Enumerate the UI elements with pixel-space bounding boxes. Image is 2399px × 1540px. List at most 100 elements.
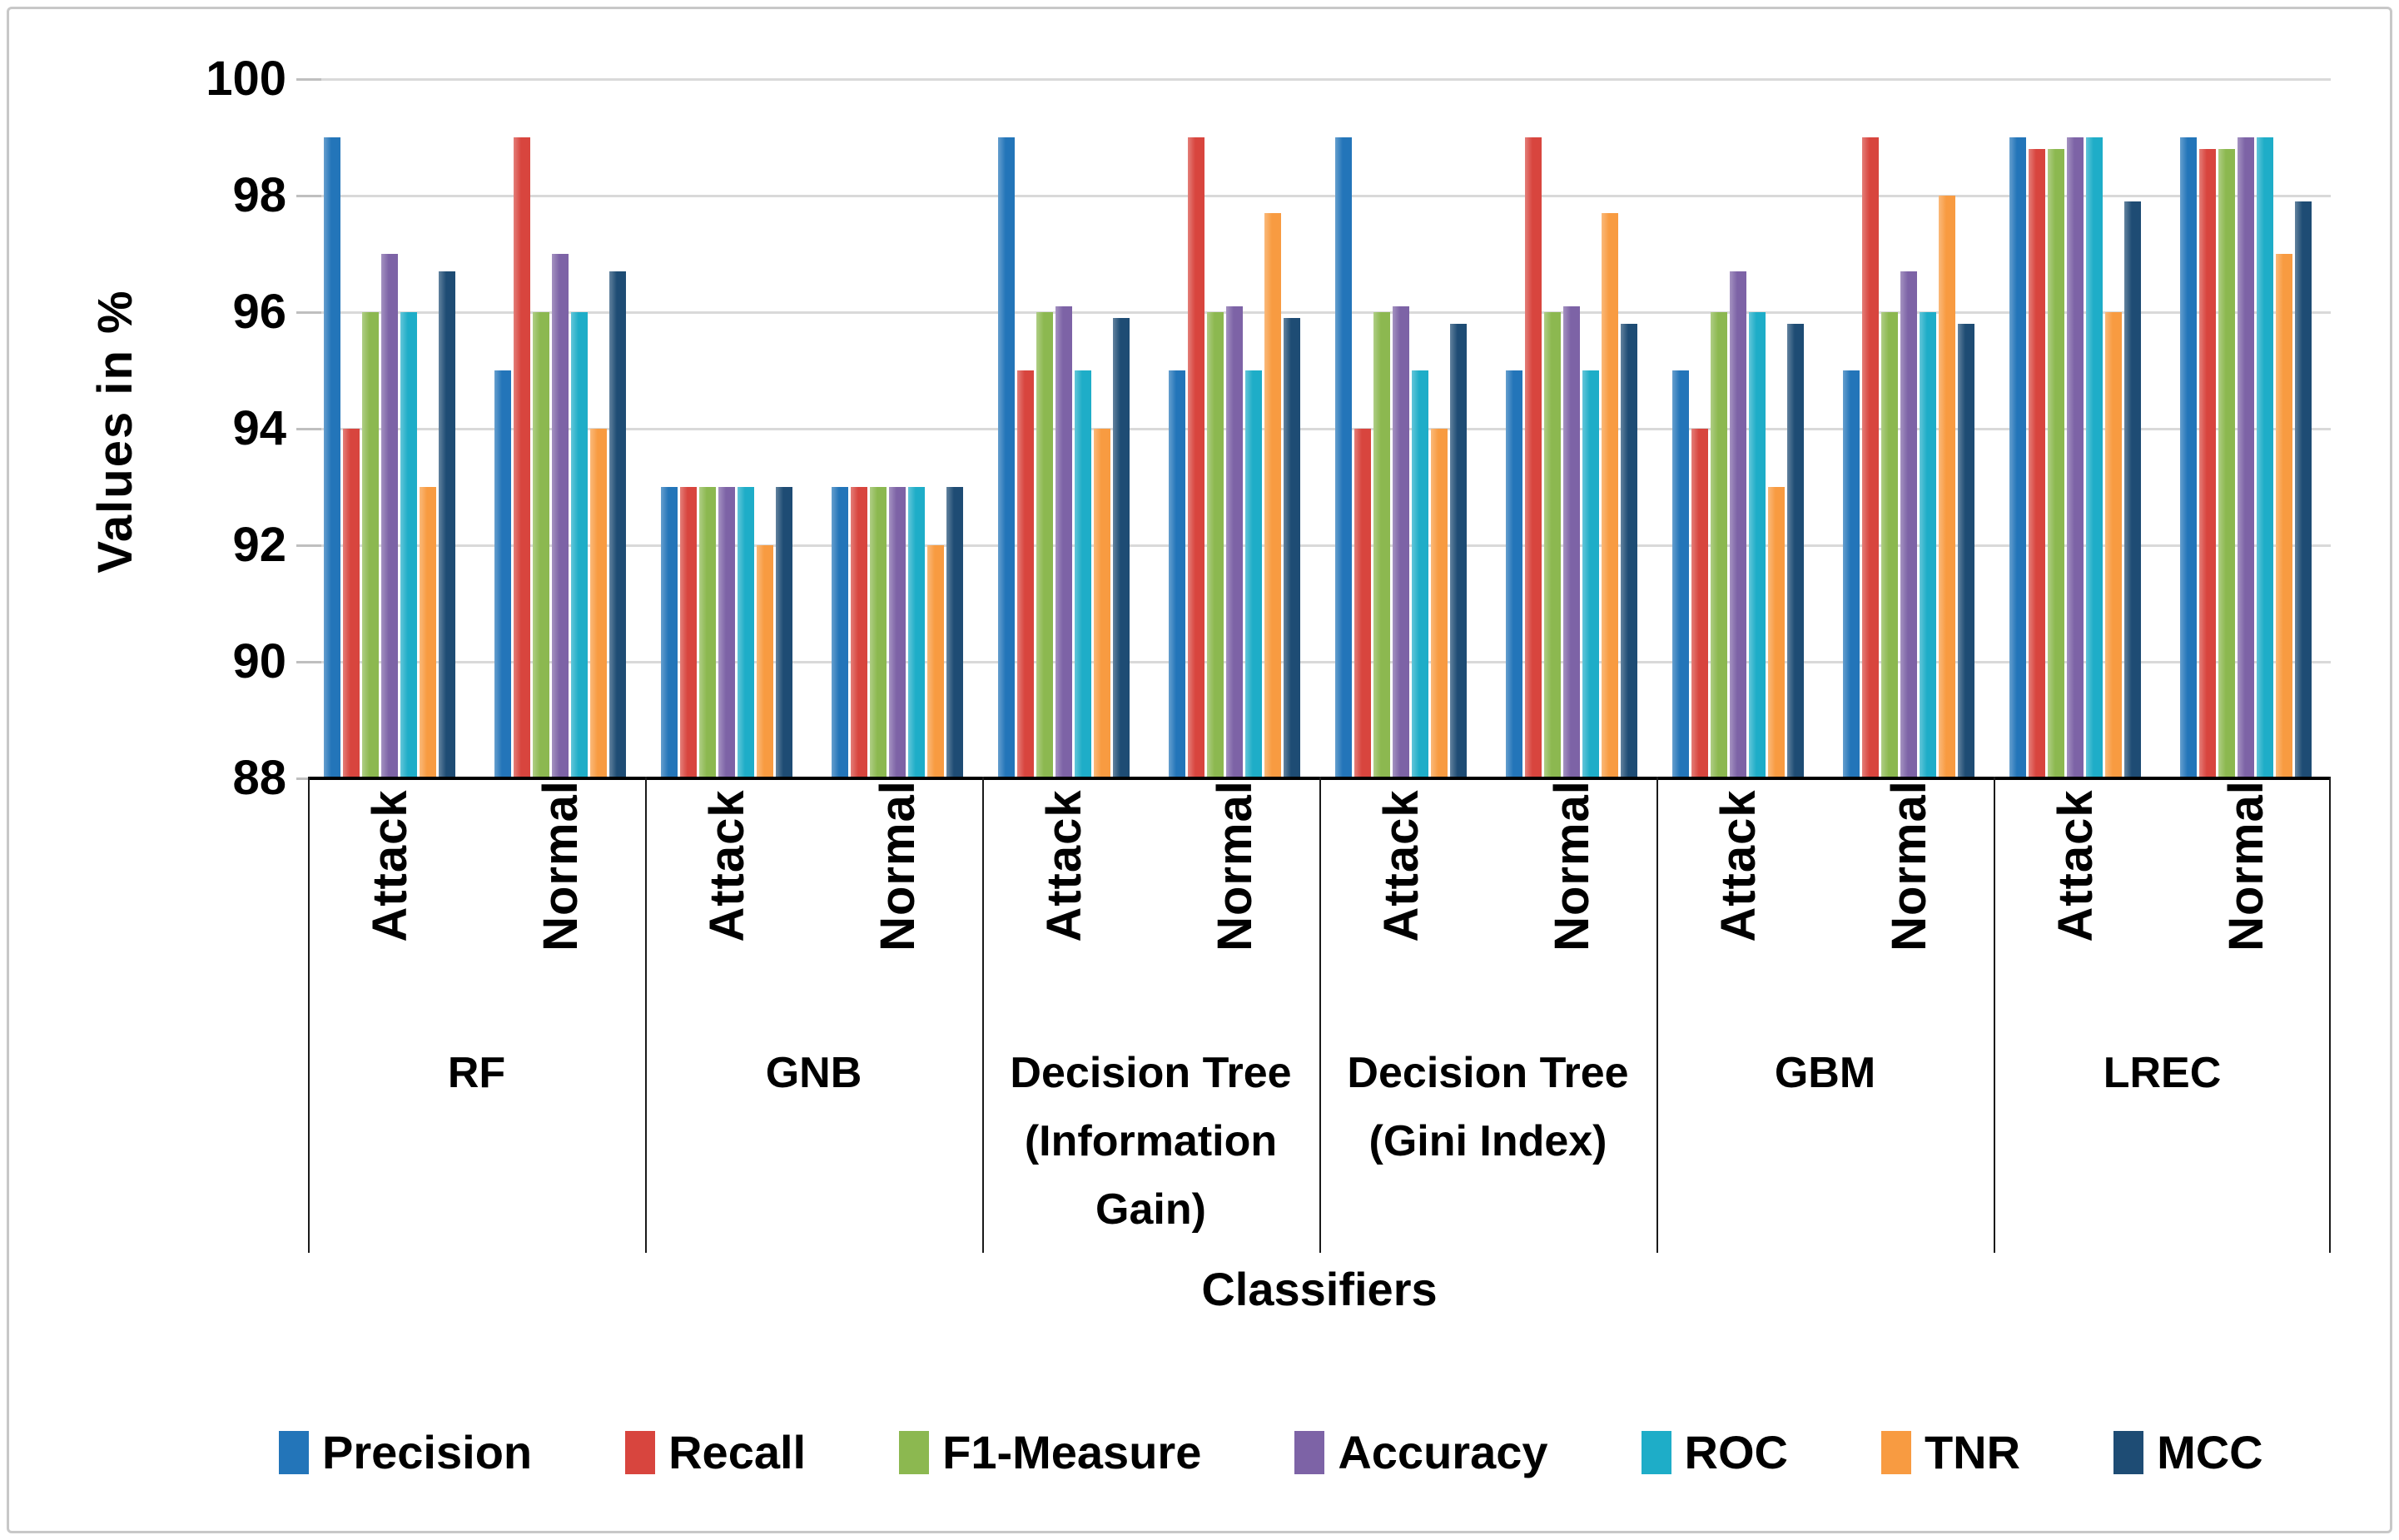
group-label-gbm: GBM xyxy=(1774,1049,1876,1097)
bar-lrec-attack-roc xyxy=(2086,137,2103,778)
bar-sheen xyxy=(362,312,379,778)
bar-sheen xyxy=(1264,213,1281,778)
bar-sheen xyxy=(1843,370,1860,778)
bar-decision-tree-information-gain-attack-roc xyxy=(1075,370,1091,778)
legend: Precision Recall F1-Measure Accuracy ROC TNR M… xyxy=(279,1425,2293,1479)
bar-gnb-normal-roc xyxy=(908,487,925,778)
bar-sheen xyxy=(1881,312,1898,778)
bar-sheen xyxy=(1094,429,1110,778)
bar-sheen xyxy=(1335,137,1352,778)
bar-gbm-normal-precision xyxy=(1843,370,1860,778)
bar-sheen xyxy=(2199,149,2216,778)
bar-sheen xyxy=(1284,318,1300,778)
bar-sheen xyxy=(494,370,511,778)
legend-swatch-recall xyxy=(625,1430,656,1474)
bar-sheen xyxy=(2048,149,2064,778)
bar-sheen xyxy=(2238,137,2254,778)
bar-rf-normal-roc xyxy=(571,312,588,778)
y-tick-label-100: 100 xyxy=(206,52,286,106)
bar-sheen xyxy=(738,487,754,778)
y-tick-mark-94 xyxy=(296,428,321,430)
subgroup-label-rf-attack: Attack xyxy=(362,789,417,942)
bar-lrec-attack-mcc xyxy=(2124,201,2141,778)
group-divider xyxy=(645,777,647,1253)
bar-sheen xyxy=(757,545,773,778)
bar-decision-tree-gini-index-attack-tnr xyxy=(1431,429,1448,778)
bar-gbm-normal-tnr xyxy=(1939,196,1955,778)
subgroup-label-gnb-normal: Normal xyxy=(870,780,925,951)
bar-sheen xyxy=(1525,137,1542,778)
legend-item-tnr: TNR xyxy=(1880,1425,2020,1479)
y-tick-label-96: 96 xyxy=(232,285,286,339)
legend-swatch-f1-measure xyxy=(899,1430,930,1474)
subgroup-label-gbm-normal: Normal xyxy=(1881,780,1936,951)
bar-sheen xyxy=(1036,312,1053,778)
bar-lrec-normal-tnr xyxy=(2276,254,2292,778)
bar-decision-tree-information-gain-attack-tnr xyxy=(1094,429,1110,778)
y-tick-label-90: 90 xyxy=(232,634,286,688)
bar-sheen xyxy=(552,254,569,778)
y-tick-label-98: 98 xyxy=(232,168,286,222)
bar-sheen xyxy=(699,487,716,778)
bar-sheen xyxy=(1862,137,1879,778)
bar-sheen xyxy=(851,487,867,778)
legend-item-roc: ROC xyxy=(1641,1425,1788,1479)
bar-sheen xyxy=(1672,370,1689,778)
bar-sheen xyxy=(324,137,340,778)
y-tick-mark-90 xyxy=(296,661,321,663)
bar-sheen xyxy=(1226,306,1243,778)
bar-sheen xyxy=(889,487,906,778)
bar-gbm-attack-tnr xyxy=(1768,487,1785,778)
legend-swatch-tnr xyxy=(1880,1430,1911,1474)
group-divider xyxy=(1994,777,1995,1253)
legend-label-recall: Recall xyxy=(668,1426,807,1478)
bar-sheen xyxy=(661,487,678,778)
bar-lrec-attack-accuracy xyxy=(2067,137,2084,778)
bar-sheen xyxy=(870,487,887,778)
bar-gnb-attack-mcc xyxy=(776,487,792,778)
bar-sheen xyxy=(1749,312,1766,778)
bar-rf-normal-recall xyxy=(514,137,530,778)
bar-gnb-normal-precision xyxy=(832,487,848,778)
y-tick-mark-98 xyxy=(296,195,321,197)
bar-rf-attack-accuracy xyxy=(381,254,398,778)
group-divider xyxy=(982,777,984,1253)
bar-decision-tree-gini-index-normal-accuracy xyxy=(1563,306,1580,778)
bar-sheen xyxy=(946,487,963,778)
bar-gbm-attack-accuracy xyxy=(1730,271,1746,778)
bar-sheen xyxy=(998,137,1015,778)
bar-decision-tree-gini-index-attack-accuracy xyxy=(1393,306,1409,778)
group-label-lrec: LREC xyxy=(2103,1049,2222,1097)
bar-gnb-attack-f1-measure xyxy=(699,487,716,778)
legend-label-roc: ROC xyxy=(1684,1426,1788,1478)
bar-sheen xyxy=(1939,196,1955,778)
legend-item-recall: Recall xyxy=(625,1425,806,1479)
bar-sheen xyxy=(680,487,697,778)
bar-decision-tree-information-gain-normal-precision xyxy=(1169,370,1185,778)
bar-sheen xyxy=(1900,271,1917,778)
bar-lrec-attack-recall xyxy=(2029,149,2045,778)
bar-lrec-normal-precision xyxy=(2180,137,2197,778)
bar-gnb-normal-accuracy xyxy=(889,487,906,778)
group-label-rf: RF xyxy=(447,1049,506,1097)
bar-sheen xyxy=(343,429,360,778)
group-label-decision-tree-information-gain: Decision Tree (Information Gain) xyxy=(1010,1049,1292,1234)
legend-item-f1-measure: F1-Measure xyxy=(899,1425,1201,1479)
subgroup-label-gbm-attack: Attack xyxy=(1711,789,1766,942)
bar-decision-tree-information-gain-normal-roc xyxy=(1245,370,1262,778)
gridline-98 xyxy=(308,195,2331,197)
bar-rf-attack-roc xyxy=(400,312,417,778)
bar-decision-tree-information-gain-normal-accuracy xyxy=(1226,306,1243,778)
bar-sheen xyxy=(2029,149,2045,778)
legend-swatch-roc xyxy=(1641,1430,1671,1474)
bar-sheen xyxy=(514,137,530,778)
y-tick-mark-92 xyxy=(296,544,321,547)
bar-rf-attack-f1-measure xyxy=(362,312,379,778)
bar-sheen xyxy=(533,312,549,778)
bar-sheen xyxy=(2105,312,2122,778)
bar-sheen xyxy=(1393,306,1409,778)
bar-sheen xyxy=(908,487,925,778)
bar-decision-tree-gini-index-attack-precision xyxy=(1335,137,1352,778)
legend-label-precision: Precision xyxy=(322,1426,533,1478)
